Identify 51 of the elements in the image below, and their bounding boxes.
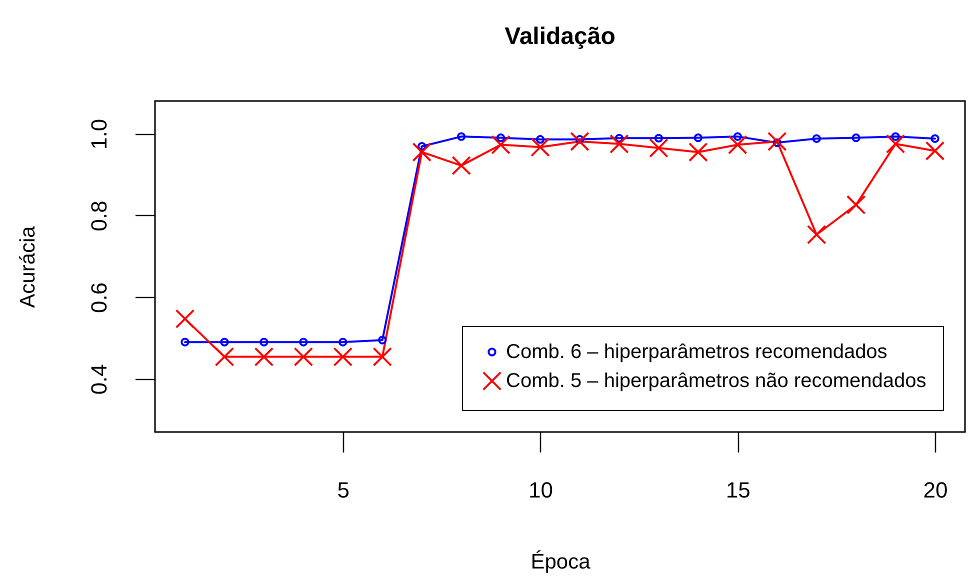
point xyxy=(812,134,821,143)
y-tick-label: 1.0 xyxy=(86,118,112,150)
point xyxy=(614,134,624,143)
point xyxy=(338,338,348,346)
x-tick-label: 20 xyxy=(923,478,948,502)
point xyxy=(452,156,471,176)
y-tick-label: 0.8 xyxy=(86,200,112,232)
point xyxy=(417,142,426,151)
point xyxy=(846,195,866,214)
point xyxy=(925,141,945,161)
point xyxy=(294,347,314,366)
point xyxy=(806,224,826,244)
point xyxy=(886,134,906,154)
point xyxy=(694,133,703,142)
point xyxy=(728,135,748,154)
x-tick-label: 15 xyxy=(726,478,750,502)
point xyxy=(530,138,550,157)
point xyxy=(767,132,787,152)
point xyxy=(891,132,900,141)
x-tick-label: 5 xyxy=(337,478,350,502)
point xyxy=(733,132,742,141)
point xyxy=(260,338,268,346)
y-tick-label: 0.6 xyxy=(86,282,112,313)
point xyxy=(378,336,387,344)
legend-label: Comb. 5 – hiperparâmetros não recomendados xyxy=(506,370,926,392)
point xyxy=(220,338,229,346)
point xyxy=(254,347,274,366)
point xyxy=(412,142,432,162)
x-tick-label: 10 xyxy=(528,478,554,502)
point xyxy=(214,347,234,366)
point xyxy=(610,134,629,154)
point xyxy=(491,135,510,154)
point xyxy=(333,347,353,366)
point xyxy=(852,133,860,142)
x-axis-title: Época xyxy=(530,550,591,574)
legend-label: Comb. 6 – hiperparâmetros recomendados xyxy=(506,341,888,363)
point xyxy=(299,338,308,346)
point xyxy=(575,135,584,144)
point xyxy=(456,132,466,141)
y-axis-title: Acurácia xyxy=(16,226,40,308)
point xyxy=(649,138,668,158)
point xyxy=(372,347,392,366)
point xyxy=(654,134,664,143)
point xyxy=(496,133,506,142)
point xyxy=(772,138,782,148)
point xyxy=(688,142,708,162)
y-tick-label: 0.4 xyxy=(86,364,112,395)
chart-title: Validação xyxy=(504,23,616,50)
point xyxy=(536,135,545,144)
point xyxy=(175,309,195,328)
point xyxy=(570,132,590,152)
